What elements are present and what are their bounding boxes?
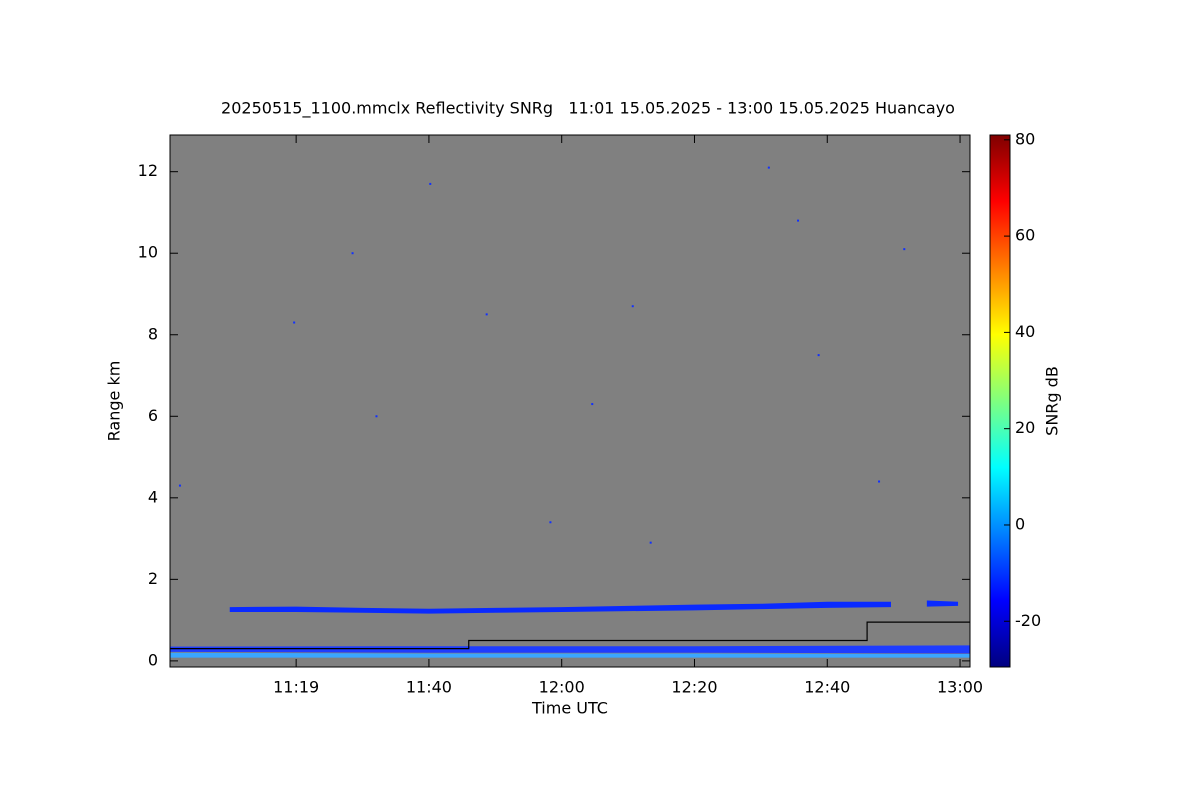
- x-tick-label: 11:40: [406, 678, 452, 697]
- y-tick-label: 2: [148, 569, 158, 588]
- noise-point: [631, 305, 634, 308]
- x-tick-label: 11:19: [273, 678, 319, 697]
- x-tick-label: 12:40: [804, 678, 850, 697]
- x-tick-label: 12:00: [539, 678, 585, 697]
- y-tick-label: 4: [148, 487, 158, 506]
- y-tick-label: 0: [148, 650, 158, 669]
- echo-layer: [170, 645, 970, 654]
- chart-title: 20250515_1100.mmclx Reflectivity SNRg 11…: [221, 99, 955, 119]
- threshold-line: [170, 621, 970, 650]
- y-tick-label: 6: [148, 406, 158, 425]
- plot-background: [170, 135, 970, 667]
- noise-point: [817, 354, 820, 357]
- noise-point: [878, 480, 881, 483]
- colorbar-tick-label: 40: [1015, 322, 1035, 341]
- x-tick-label: 12:20: [671, 678, 717, 697]
- noise-point: [429, 182, 432, 185]
- noise-point: [649, 541, 652, 544]
- y-tick-label: 10: [138, 243, 158, 262]
- x-axis-label: Time UTC: [531, 699, 608, 718]
- noise-point: [797, 219, 800, 222]
- colorbar-tick-label: 60: [1015, 226, 1035, 245]
- colorbar-tick-label: 80: [1015, 129, 1035, 148]
- noise-point: [767, 166, 770, 169]
- echo-layer: [926, 600, 959, 607]
- colorbar-label: SNRg dB: [1043, 366, 1062, 436]
- noise-point: [178, 484, 181, 487]
- colorbar: [989, 134, 1011, 668]
- y-tick-label: 8: [148, 324, 158, 343]
- noise-point: [293, 321, 296, 324]
- echo-layer: [229, 601, 891, 614]
- noise-point: [375, 415, 378, 418]
- y-tick-label: 12: [138, 161, 158, 180]
- colorbar-tick-label: 0: [1015, 514, 1025, 533]
- noise-point: [903, 248, 906, 251]
- noise-point: [351, 252, 354, 255]
- noise-point: [591, 403, 594, 406]
- colorbar-tick-label: -20: [1015, 611, 1041, 630]
- plot-frame: [169, 134, 971, 668]
- y-axis-label: Range km: [105, 361, 124, 442]
- noise-point: [549, 521, 552, 524]
- colorbar-tick-label: 20: [1015, 418, 1035, 437]
- noise-point: [485, 313, 488, 316]
- x-tick-label: 13:00: [937, 678, 983, 697]
- echo-layer: [170, 652, 970, 658]
